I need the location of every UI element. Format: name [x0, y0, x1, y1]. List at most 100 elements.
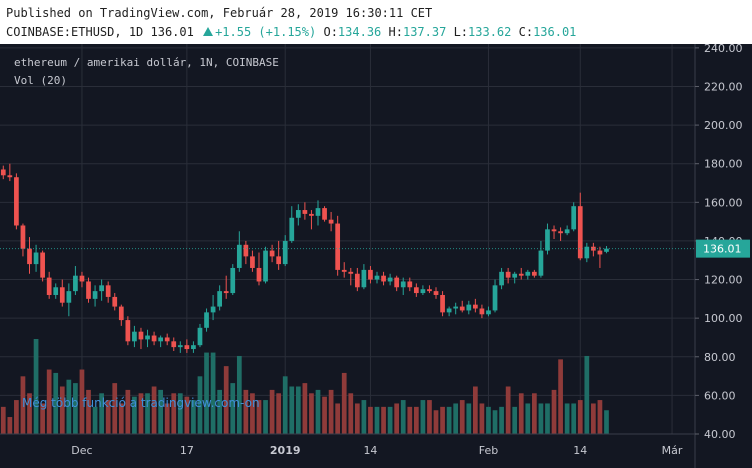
candles[interactable]	[0, 163, 609, 353]
candle-body	[276, 256, 282, 265]
volume-bar	[315, 389, 321, 434]
candle-body	[184, 345, 190, 350]
candle-body	[348, 271, 354, 274]
volume-bar	[171, 393, 177, 434]
candle-body	[0, 169, 6, 176]
volume-bar	[322, 396, 327, 434]
candle-body	[79, 275, 85, 282]
candle-body	[486, 310, 491, 315]
candle-body	[112, 296, 118, 307]
y-tick-label: 200.00	[704, 119, 743, 132]
volume-bar	[328, 389, 334, 434]
volume-bar	[525, 403, 531, 434]
low-label: L:	[453, 25, 469, 39]
chart-header: Published on TradingView.com, Február 28…	[0, 0, 752, 44]
candle-body	[138, 331, 144, 340]
volume-bar	[433, 410, 439, 434]
tradingview-watermark[interactable]: Még több funkció a tradingview.com-on	[22, 396, 260, 410]
candle-body	[315, 208, 321, 216]
candle-body	[584, 246, 590, 259]
volume-bar	[132, 396, 137, 434]
candle-body	[92, 291, 98, 299]
candle-body	[263, 250, 268, 282]
volume-bar	[466, 403, 472, 434]
candle-body	[387, 277, 393, 282]
y-tick-label: 240.00	[704, 44, 743, 55]
volume-bar	[217, 389, 223, 434]
candle-body	[14, 177, 19, 226]
grid	[0, 44, 695, 435]
volume-bar	[118, 403, 124, 434]
x-tick-label: Dec	[71, 444, 92, 457]
volume-bar	[295, 386, 301, 434]
candle-body	[204, 312, 209, 328]
volume-bar	[14, 400, 19, 434]
volume-bar	[440, 406, 445, 434]
volume-bar	[492, 410, 498, 434]
last-price-tag: 136.01	[0, 239, 750, 258]
change-value: +1.55 (+1.15%)	[215, 25, 317, 39]
candle-body	[99, 285, 104, 292]
y-tick-label: 100.00	[704, 312, 743, 325]
price-axis[interactable]: 40.0060.0080.00100.00120.00140.00160.001…	[694, 44, 743, 468]
volume-bar	[7, 417, 13, 434]
candle-body	[250, 256, 255, 268]
volume-bar	[518, 393, 524, 434]
volume-bar	[558, 359, 563, 434]
volume-bar	[236, 355, 242, 434]
volume-bar	[459, 400, 465, 434]
volume-bar	[479, 403, 485, 434]
volume-bar	[27, 393, 32, 434]
volume-bar	[197, 376, 203, 434]
volume-bar	[571, 403, 577, 434]
volume-bar	[453, 403, 459, 434]
candle-body	[210, 306, 216, 313]
candle-body	[217, 291, 223, 307]
candle-body	[354, 273, 360, 288]
candle-body	[558, 231, 563, 234]
candle-body	[132, 331, 137, 342]
candle-body	[125, 320, 131, 342]
volume-bars	[0, 339, 609, 434]
candle-body	[571, 206, 577, 230]
candle-body	[73, 275, 78, 292]
volume-bar	[33, 339, 39, 434]
last-price-label: 136.01	[703, 243, 742, 256]
volume-bar	[354, 403, 360, 434]
candle-body	[374, 275, 380, 280]
volume-bar	[20, 376, 26, 434]
volume-bar	[46, 369, 52, 434]
close-value: 136.01	[533, 25, 577, 39]
candle-body	[20, 225, 26, 249]
volume-bar	[210, 352, 216, 434]
time-axis[interactable]: Dec 17 2019 14 Feb 14 Már	[0, 433, 695, 457]
candle-body	[158, 337, 163, 342]
volume-bar	[348, 393, 354, 434]
candle-body	[7, 175, 13, 178]
candle-body	[551, 229, 557, 232]
candle-body	[591, 246, 596, 251]
candle-body	[40, 252, 45, 278]
volume-bar	[368, 406, 373, 434]
volume-legend: Vol (20)	[14, 74, 67, 87]
high-label: H:	[388, 25, 403, 39]
volume-bar	[512, 406, 518, 434]
candle-body	[427, 289, 432, 292]
symbol-label: COINBASE:ETHUSD, 1D 136.01	[6, 25, 194, 39]
volume-bar	[591, 403, 596, 434]
volume-bar	[243, 389, 249, 434]
volume-bar	[564, 403, 570, 434]
volume-bar	[79, 369, 85, 434]
volume-bar	[302, 383, 308, 434]
candle-body	[66, 291, 72, 303]
price-chart[interactable]: 40.0060.0080.00100.00120.00140.00160.001…	[0, 44, 752, 468]
published-line: Published on TradingView.com, Február 28…	[6, 6, 433, 20]
candle-body	[341, 269, 347, 272]
volume-bar	[145, 393, 150, 434]
volume-bar	[499, 406, 504, 434]
candle-body	[472, 304, 478, 309]
volume-bar	[223, 366, 229, 434]
volume-bar	[164, 403, 170, 434]
volume-bar	[125, 389, 131, 434]
candle-body	[532, 271, 537, 276]
